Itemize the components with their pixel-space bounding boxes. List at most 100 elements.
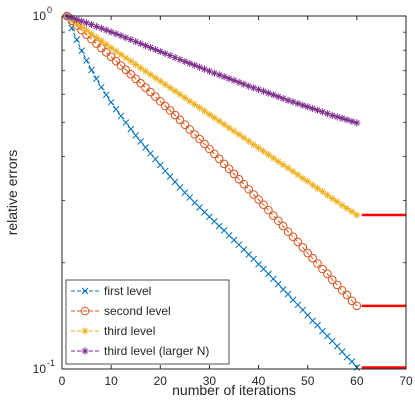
star-marker xyxy=(137,64,145,72)
data-point xyxy=(309,181,317,189)
data-point xyxy=(121,65,131,75)
circle-marker xyxy=(332,280,342,290)
x-marker xyxy=(147,150,154,157)
y-tick-label: 10 xyxy=(33,362,47,376)
data-point xyxy=(155,97,165,106)
star-marker xyxy=(78,17,86,25)
star-marker xyxy=(122,54,130,62)
data-point xyxy=(259,200,268,210)
data-point xyxy=(175,115,185,125)
x-marker xyxy=(97,83,105,91)
star-marker xyxy=(235,130,243,138)
series-4 xyxy=(63,12,361,127)
star-marker xyxy=(338,201,346,209)
star-marker xyxy=(117,32,125,40)
star-marker xyxy=(68,14,76,22)
star-marker xyxy=(186,97,194,105)
data-point xyxy=(127,57,135,65)
data-point xyxy=(185,125,195,134)
star-marker xyxy=(220,73,228,81)
data-point xyxy=(328,337,336,345)
star-marker xyxy=(196,63,204,71)
data-point xyxy=(181,57,189,66)
data-point xyxy=(205,110,214,119)
star-marker xyxy=(333,113,341,121)
data-point xyxy=(117,112,125,120)
data-point xyxy=(337,286,347,295)
star-marker xyxy=(171,87,179,95)
star-marker xyxy=(343,116,351,124)
data-point xyxy=(229,169,239,179)
data-point xyxy=(146,70,155,79)
data-point xyxy=(304,103,312,111)
circle-marker xyxy=(264,205,273,215)
data-point xyxy=(160,101,170,111)
data-point xyxy=(269,154,277,162)
star-marker xyxy=(132,60,140,69)
legend-label: third level xyxy=(104,324,155,338)
data-point xyxy=(161,167,169,175)
star-marker xyxy=(304,177,312,185)
data-point xyxy=(126,69,136,79)
data-point xyxy=(73,15,81,24)
circle-marker xyxy=(101,48,111,57)
star-marker xyxy=(87,21,96,29)
data-point xyxy=(249,190,258,199)
x-marker xyxy=(328,337,336,345)
data-point xyxy=(180,120,190,130)
data-point xyxy=(328,111,336,119)
data-point xyxy=(313,106,322,114)
data-point xyxy=(200,65,209,73)
star-marker xyxy=(284,96,292,104)
data-point xyxy=(195,134,204,144)
x-marker xyxy=(88,66,95,74)
circle-marker xyxy=(352,301,362,311)
star-marker xyxy=(220,120,228,129)
series-3 xyxy=(63,12,361,219)
circle-marker xyxy=(131,74,141,84)
star-marker xyxy=(117,50,125,59)
data-point xyxy=(279,161,287,169)
star-marker xyxy=(309,181,317,189)
data-point xyxy=(284,96,292,104)
circle-marker xyxy=(337,286,347,295)
circle-marker xyxy=(210,149,219,159)
data-point xyxy=(224,164,234,174)
circle-marker xyxy=(80,306,90,316)
data-point xyxy=(156,161,164,169)
x-marker xyxy=(156,161,164,169)
data-point xyxy=(171,178,179,186)
data-point xyxy=(132,38,140,46)
data-point xyxy=(186,194,194,201)
x-marker xyxy=(186,194,194,201)
circle-marker xyxy=(151,92,160,101)
data-point xyxy=(117,50,125,59)
star-marker xyxy=(254,85,263,94)
data-point xyxy=(127,125,135,133)
data-point xyxy=(264,89,272,97)
circle-marker xyxy=(239,179,249,189)
data-point xyxy=(186,59,194,68)
legend-marker xyxy=(81,327,89,335)
data-point xyxy=(151,74,159,82)
data-point xyxy=(348,358,356,365)
data-point xyxy=(181,94,189,102)
data-point xyxy=(210,114,218,122)
data-point xyxy=(343,204,351,213)
data-point xyxy=(131,74,141,84)
data-point xyxy=(166,84,174,92)
star-marker xyxy=(333,198,341,206)
data-point xyxy=(176,90,184,98)
data-point xyxy=(200,139,209,149)
data-point xyxy=(245,82,253,90)
data-point xyxy=(147,150,154,157)
legend-entry-3: third level xyxy=(71,324,155,338)
data-point xyxy=(240,134,248,142)
x-marker xyxy=(314,321,321,329)
circle-marker xyxy=(155,97,165,106)
data-point xyxy=(102,40,110,48)
star-marker xyxy=(323,110,331,118)
star-marker xyxy=(151,46,159,54)
data-point xyxy=(87,21,96,29)
star-marker xyxy=(304,103,312,111)
